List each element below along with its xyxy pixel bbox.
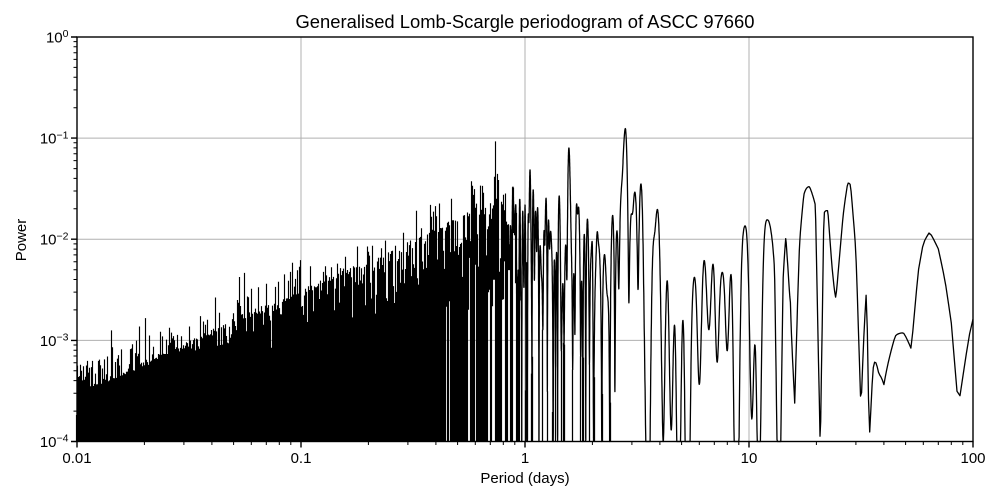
svg-text:Period (days): Period (days) bbox=[480, 470, 569, 487]
svg-text:Generalised Lomb-Scargle perio: Generalised Lomb-Scargle periodogram of … bbox=[295, 11, 754, 32]
svg-text:0.1: 0.1 bbox=[291, 450, 312, 467]
svg-text:10: 10 bbox=[741, 450, 758, 467]
svg-text:100: 100 bbox=[960, 450, 985, 467]
svg-text:0.01: 0.01 bbox=[62, 450, 91, 467]
svg-text:1: 1 bbox=[521, 450, 529, 467]
svg-text:Power: Power bbox=[13, 219, 30, 262]
